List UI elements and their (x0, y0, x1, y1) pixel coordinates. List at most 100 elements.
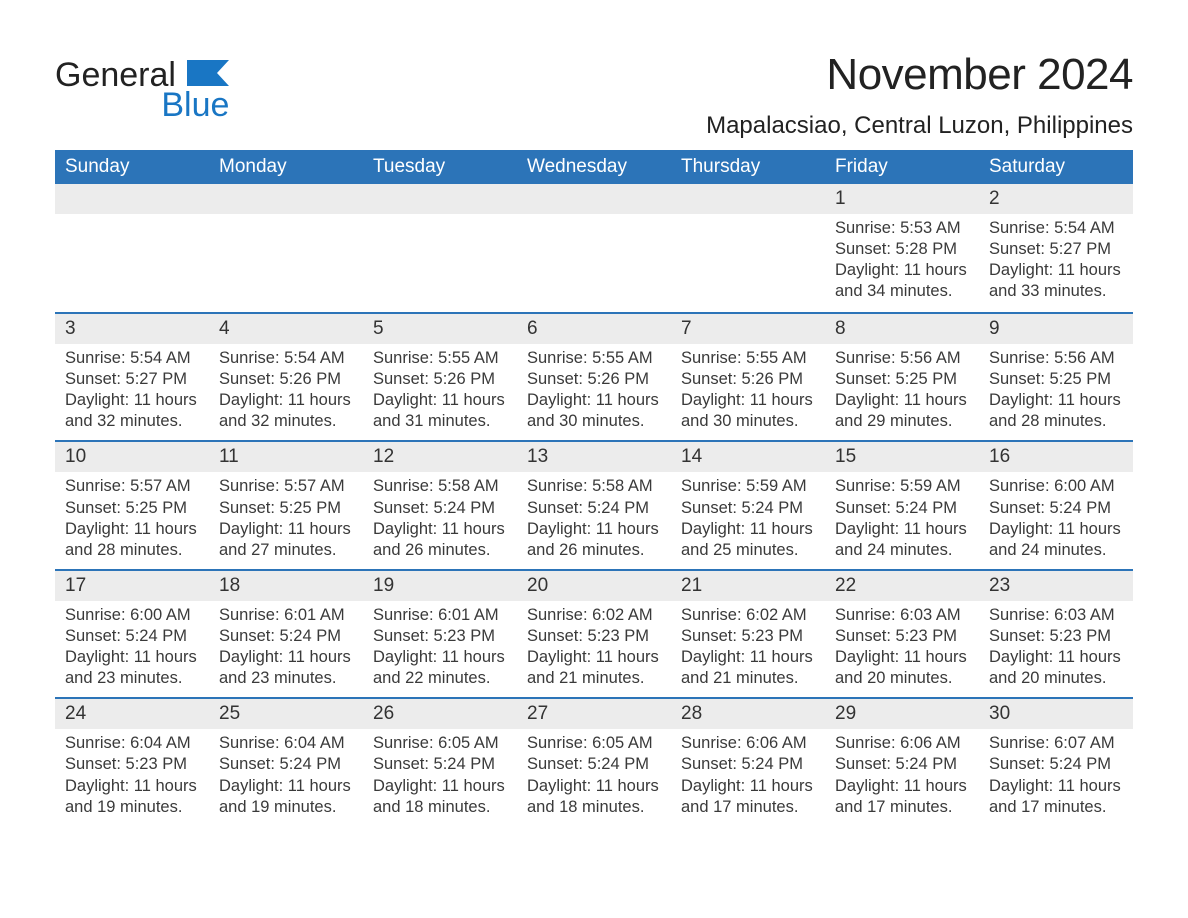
calendar-day-cell: 11Sunrise: 5:57 AMSunset: 5:25 PMDayligh… (209, 440, 363, 568)
sunset-text: Sunset: 5:24 PM (835, 754, 969, 775)
sunrise-text: Sunrise: 6:01 AM (373, 605, 507, 626)
day-details: Sunrise: 6:07 AMSunset: 5:24 PMDaylight:… (979, 729, 1133, 825)
sunrise-text: Sunrise: 6:05 AM (527, 733, 661, 754)
day-number: 25 (209, 699, 363, 729)
sunset-text: Sunset: 5:24 PM (835, 498, 969, 519)
day-number: 27 (517, 699, 671, 729)
sunrise-text: Sunrise: 6:04 AM (65, 733, 199, 754)
calendar-day-cell: 5Sunrise: 5:55 AMSunset: 5:26 PMDaylight… (363, 312, 517, 440)
day-number (55, 184, 209, 214)
calendar-day-cell: 22Sunrise: 6:03 AMSunset: 5:23 PMDayligh… (825, 569, 979, 697)
day-details: Sunrise: 6:03 AMSunset: 5:23 PMDaylight:… (979, 601, 1133, 697)
logo: General Blue (55, 58, 229, 122)
day-number (209, 184, 363, 214)
calendar-day-cell: 7Sunrise: 5:55 AMSunset: 5:26 PMDaylight… (671, 312, 825, 440)
day-number: 4 (209, 314, 363, 344)
weekday-header: Tuesday (363, 150, 517, 184)
day-number: 16 (979, 442, 1133, 472)
day-number: 30 (979, 699, 1133, 729)
day-details: Sunrise: 5:55 AMSunset: 5:26 PMDaylight:… (517, 344, 671, 440)
page-title: November 2024 (706, 50, 1133, 100)
daylight-text: Daylight: 11 hours and 33 minutes. (989, 260, 1123, 302)
day-number: 15 (825, 442, 979, 472)
day-details: Sunrise: 6:05 AMSunset: 5:24 PMDaylight:… (363, 729, 517, 825)
calendar-day-cell: 1Sunrise: 5:53 AMSunset: 5:28 PMDaylight… (825, 184, 979, 312)
sunset-text: Sunset: 5:23 PM (373, 626, 507, 647)
sunrise-text: Sunrise: 5:54 AM (65, 348, 199, 369)
daylight-text: Daylight: 11 hours and 30 minutes. (681, 390, 815, 432)
calendar-day-cell: 27Sunrise: 6:05 AMSunset: 5:24 PMDayligh… (517, 697, 671, 825)
calendar-day-cell: 18Sunrise: 6:01 AMSunset: 5:24 PMDayligh… (209, 569, 363, 697)
sunrise-text: Sunrise: 5:57 AM (219, 476, 353, 497)
daylight-text: Daylight: 11 hours and 20 minutes. (835, 647, 969, 689)
daylight-text: Daylight: 11 hours and 20 minutes. (989, 647, 1123, 689)
sunset-text: Sunset: 5:26 PM (373, 369, 507, 390)
sunrise-text: Sunrise: 5:58 AM (527, 476, 661, 497)
calendar-day-cell: 3Sunrise: 5:54 AMSunset: 5:27 PMDaylight… (55, 312, 209, 440)
calendar-week-row: 24Sunrise: 6:04 AMSunset: 5:23 PMDayligh… (55, 697, 1133, 825)
sunrise-text: Sunrise: 5:55 AM (527, 348, 661, 369)
day-number: 21 (671, 571, 825, 601)
calendar-day-cell: 2Sunrise: 5:54 AMSunset: 5:27 PMDaylight… (979, 184, 1133, 312)
day-details: Sunrise: 6:05 AMSunset: 5:24 PMDaylight:… (517, 729, 671, 825)
daylight-text: Daylight: 11 hours and 17 minutes. (681, 776, 815, 818)
sunrise-text: Sunrise: 5:56 AM (989, 348, 1123, 369)
daylight-text: Daylight: 11 hours and 19 minutes. (219, 776, 353, 818)
sunset-text: Sunset: 5:25 PM (65, 498, 199, 519)
calendar-day-cell: 28Sunrise: 6:06 AMSunset: 5:24 PMDayligh… (671, 697, 825, 825)
sunrise-text: Sunrise: 5:54 AM (219, 348, 353, 369)
title-block: November 2024 Mapalacsiao, Central Luzon… (706, 50, 1133, 140)
sunrise-text: Sunrise: 6:00 AM (989, 476, 1123, 497)
sunset-text: Sunset: 5:24 PM (373, 498, 507, 519)
day-details: Sunrise: 5:56 AMSunset: 5:25 PMDaylight:… (825, 344, 979, 440)
sunrise-text: Sunrise: 5:56 AM (835, 348, 969, 369)
calendar-day-cell: 19Sunrise: 6:01 AMSunset: 5:23 PMDayligh… (363, 569, 517, 697)
day-number: 26 (363, 699, 517, 729)
calendar-day-cell: 15Sunrise: 5:59 AMSunset: 5:24 PMDayligh… (825, 440, 979, 568)
day-details: Sunrise: 5:58 AMSunset: 5:24 PMDaylight:… (517, 472, 671, 568)
calendar-day-cell: 13Sunrise: 5:58 AMSunset: 5:24 PMDayligh… (517, 440, 671, 568)
day-number: 28 (671, 699, 825, 729)
sunrise-text: Sunrise: 6:06 AM (681, 733, 815, 754)
day-details: Sunrise: 5:56 AMSunset: 5:25 PMDaylight:… (979, 344, 1133, 440)
day-details (363, 214, 517, 294)
sunrise-text: Sunrise: 6:02 AM (681, 605, 815, 626)
day-number: 2 (979, 184, 1133, 214)
sunset-text: Sunset: 5:25 PM (219, 498, 353, 519)
weekday-header: Sunday (55, 150, 209, 184)
day-details: Sunrise: 5:57 AMSunset: 5:25 PMDaylight:… (209, 472, 363, 568)
calendar-day-cell: 17Sunrise: 6:00 AMSunset: 5:24 PMDayligh… (55, 569, 209, 697)
daylight-text: Daylight: 11 hours and 24 minutes. (989, 519, 1123, 561)
day-details: Sunrise: 6:00 AMSunset: 5:24 PMDaylight:… (55, 601, 209, 697)
day-details: Sunrise: 6:06 AMSunset: 5:24 PMDaylight:… (825, 729, 979, 825)
calendar-day-cell: 4Sunrise: 5:54 AMSunset: 5:26 PMDaylight… (209, 312, 363, 440)
day-details: Sunrise: 6:04 AMSunset: 5:24 PMDaylight:… (209, 729, 363, 825)
sunset-text: Sunset: 5:26 PM (219, 369, 353, 390)
sunset-text: Sunset: 5:24 PM (989, 498, 1123, 519)
calendar-week-row: 3Sunrise: 5:54 AMSunset: 5:27 PMDaylight… (55, 312, 1133, 440)
sunrise-text: Sunrise: 6:05 AM (373, 733, 507, 754)
calendar-day-cell: 9Sunrise: 5:56 AMSunset: 5:25 PMDaylight… (979, 312, 1133, 440)
day-number: 9 (979, 314, 1133, 344)
calendar-day-cell: 10Sunrise: 5:57 AMSunset: 5:25 PMDayligh… (55, 440, 209, 568)
calendar-week-row: 17Sunrise: 6:00 AMSunset: 5:24 PMDayligh… (55, 569, 1133, 697)
day-number: 8 (825, 314, 979, 344)
sunrise-text: Sunrise: 6:03 AM (989, 605, 1123, 626)
day-details: Sunrise: 5:55 AMSunset: 5:26 PMDaylight:… (671, 344, 825, 440)
day-number: 18 (209, 571, 363, 601)
daylight-text: Daylight: 11 hours and 17 minutes. (989, 776, 1123, 818)
day-number: 6 (517, 314, 671, 344)
daylight-text: Daylight: 11 hours and 30 minutes. (527, 390, 661, 432)
calendar-day-cell: 25Sunrise: 6:04 AMSunset: 5:24 PMDayligh… (209, 697, 363, 825)
daylight-text: Daylight: 11 hours and 18 minutes. (373, 776, 507, 818)
weekday-header: Saturday (979, 150, 1133, 184)
daylight-text: Daylight: 11 hours and 29 minutes. (835, 390, 969, 432)
daylight-text: Daylight: 11 hours and 28 minutes. (989, 390, 1123, 432)
day-details: Sunrise: 6:01 AMSunset: 5:23 PMDaylight:… (363, 601, 517, 697)
daylight-text: Daylight: 11 hours and 31 minutes. (373, 390, 507, 432)
daylight-text: Daylight: 11 hours and 21 minutes. (681, 647, 815, 689)
daylight-text: Daylight: 11 hours and 23 minutes. (65, 647, 199, 689)
day-number: 11 (209, 442, 363, 472)
day-details: Sunrise: 5:54 AMSunset: 5:27 PMDaylight:… (979, 214, 1133, 310)
logo-flag-icon (187, 60, 229, 86)
